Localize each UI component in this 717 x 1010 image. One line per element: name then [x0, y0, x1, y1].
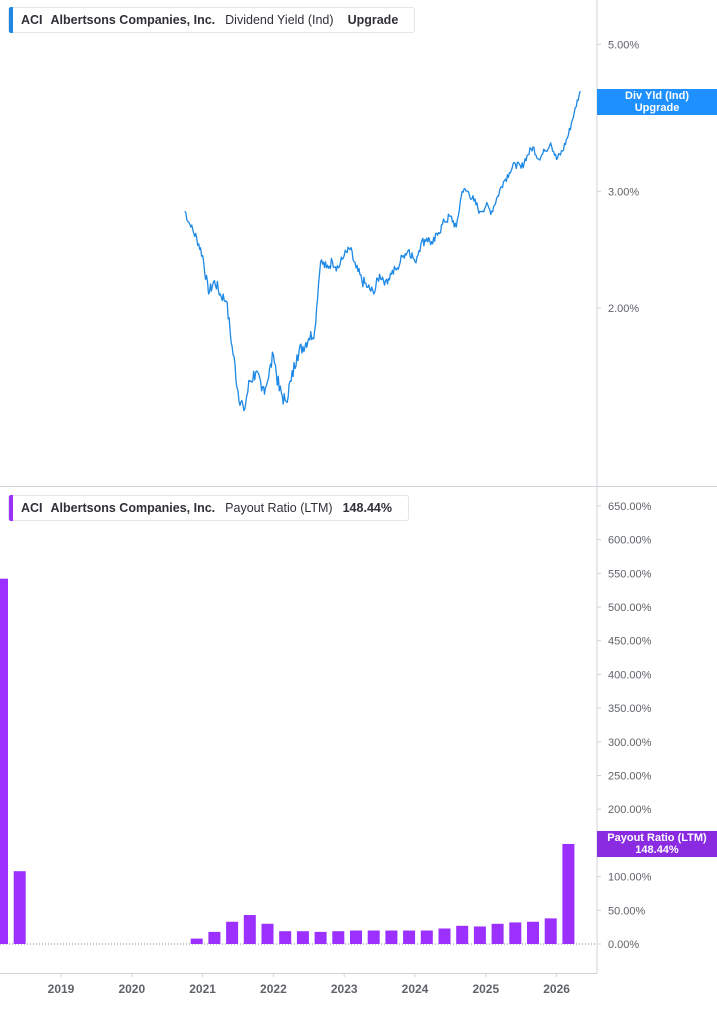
top-legend-ticker: ACI [21, 13, 43, 27]
bottom-legend-ticker: ACI [21, 501, 43, 515]
yield-tag-line1: Div Yld (Ind) [625, 90, 689, 102]
payout-bar [314, 931, 327, 944]
payout-tick-label: 350.00% [608, 703, 652, 715]
x-tick-label: 2022 [260, 982, 287, 996]
top-legend-swatch [9, 7, 13, 33]
yield-tick-label: 3.00% [608, 186, 639, 198]
payout-bar [562, 843, 575, 944]
payout-tick-label: 200.00% [608, 804, 652, 816]
payout-bar [509, 922, 522, 944]
payout-tag-line2: 148.44% [635, 844, 679, 856]
payout-tick-label: 300.00% [608, 737, 652, 749]
payout-bar [279, 931, 292, 944]
payout-bar [420, 930, 433, 944]
yield-tick-label: 2.00% [608, 303, 639, 315]
bottom-legend-metric: Payout Ratio (LTM) [225, 501, 333, 515]
payout-bar [438, 928, 451, 944]
payout-bar [491, 923, 504, 944]
payout-tick-label: 600.00% [608, 535, 652, 547]
bottom-legend-value: 148.44% [342, 501, 392, 515]
x-tick-label: 2023 [331, 982, 358, 996]
payout-tag-line1: Payout Ratio (LTM) [607, 832, 707, 844]
payout-bar [243, 915, 256, 944]
yield-tag-line2: Upgrade [634, 102, 680, 114]
payout-bar [226, 921, 239, 944]
payout-tick-label: 250.00% [608, 771, 652, 783]
payout-tick-label: 550.00% [608, 568, 652, 580]
payout-tick-label: 100.00% [608, 872, 652, 884]
top-legend-metric: Dividend Yield (Ind) [225, 13, 334, 27]
payout-bar [296, 931, 309, 944]
bottom-legend-company: Albertsons Companies, Inc. [50, 501, 216, 515]
payout-bar [208, 931, 221, 944]
x-tick-label: 2026 [543, 982, 570, 996]
bottom-legend-swatch [9, 495, 13, 521]
payout-tick-label: 650.00% [608, 501, 652, 513]
payout-tick-label: 50.00% [608, 905, 646, 917]
x-tick-label: 2024 [402, 982, 429, 996]
x-tick-label: 2021 [189, 982, 216, 996]
payout-bar [527, 921, 539, 944]
payout-bar [350, 930, 362, 944]
payout-tick-label: 450.00% [608, 636, 652, 648]
yield-tick-label: 5.00% [608, 39, 639, 51]
payout-bar [544, 918, 557, 944]
payout-bar [473, 926, 486, 944]
x-tick-label: 2019 [48, 982, 75, 996]
payout-bar [332, 931, 345, 944]
payout-bar [190, 938, 203, 944]
top-legend[interactable]: ACI Albertsons Companies, Inc. Dividend … [8, 7, 416, 33]
x-tick-label: 2025 [472, 982, 499, 996]
payout-tick-label: 0.00% [608, 939, 639, 951]
yield-series-line [184, 90, 581, 412]
payout-bar [367, 930, 380, 944]
payout-bar [403, 930, 416, 944]
bottom-legend[interactable]: ACI Albertsons Companies, Inc. Payout Ra… [8, 495, 409, 521]
top-legend-value[interactable]: Upgrade [347, 13, 399, 27]
payout-bar [456, 925, 469, 944]
payout-tick-label: 400.00% [608, 669, 652, 681]
payout-axis-tag: Payout Ratio (LTM) 148.44% [597, 831, 717, 857]
payout-bar [13, 871, 26, 944]
yield-axis-tag: Div Yld (Ind) Upgrade [597, 89, 717, 115]
x-tick-label: 2020 [118, 982, 145, 996]
payout-bar [0, 578, 8, 944]
payout-tick-label: 500.00% [608, 602, 652, 614]
payout-bar [385, 930, 398, 944]
top-legend-company: Albertsons Companies, Inc. [50, 13, 216, 27]
payout-bar [261, 923, 274, 944]
